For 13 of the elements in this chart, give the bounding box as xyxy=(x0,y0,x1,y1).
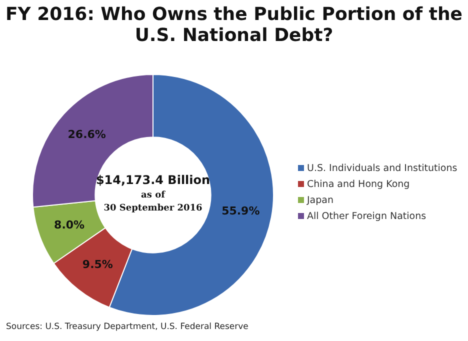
data-label: 9.5% xyxy=(82,258,113,271)
text: 30 September 2016 xyxy=(104,203,202,214)
text: $14,173.4 Billion xyxy=(96,173,210,188)
data-label: 55.9% xyxy=(222,204,260,218)
data-label: 26.6% xyxy=(68,128,106,142)
legend-label: All Other Foreign Nations xyxy=(307,211,426,222)
legend-label: China and Hong Kong xyxy=(307,179,410,190)
chart-title: FY 2016: Who Owns the Public Portion of the U.S. National Debt? xyxy=(4,4,464,46)
text: as of xyxy=(141,190,166,200)
data-label: 8.0% xyxy=(54,218,85,232)
source-note: Sources: U.S. Treasury Department, U.S. Federal Reserve xyxy=(6,322,248,332)
legend-label: Japan xyxy=(307,195,334,206)
legend-label: U.S. Individuals and Institutions xyxy=(307,163,458,174)
